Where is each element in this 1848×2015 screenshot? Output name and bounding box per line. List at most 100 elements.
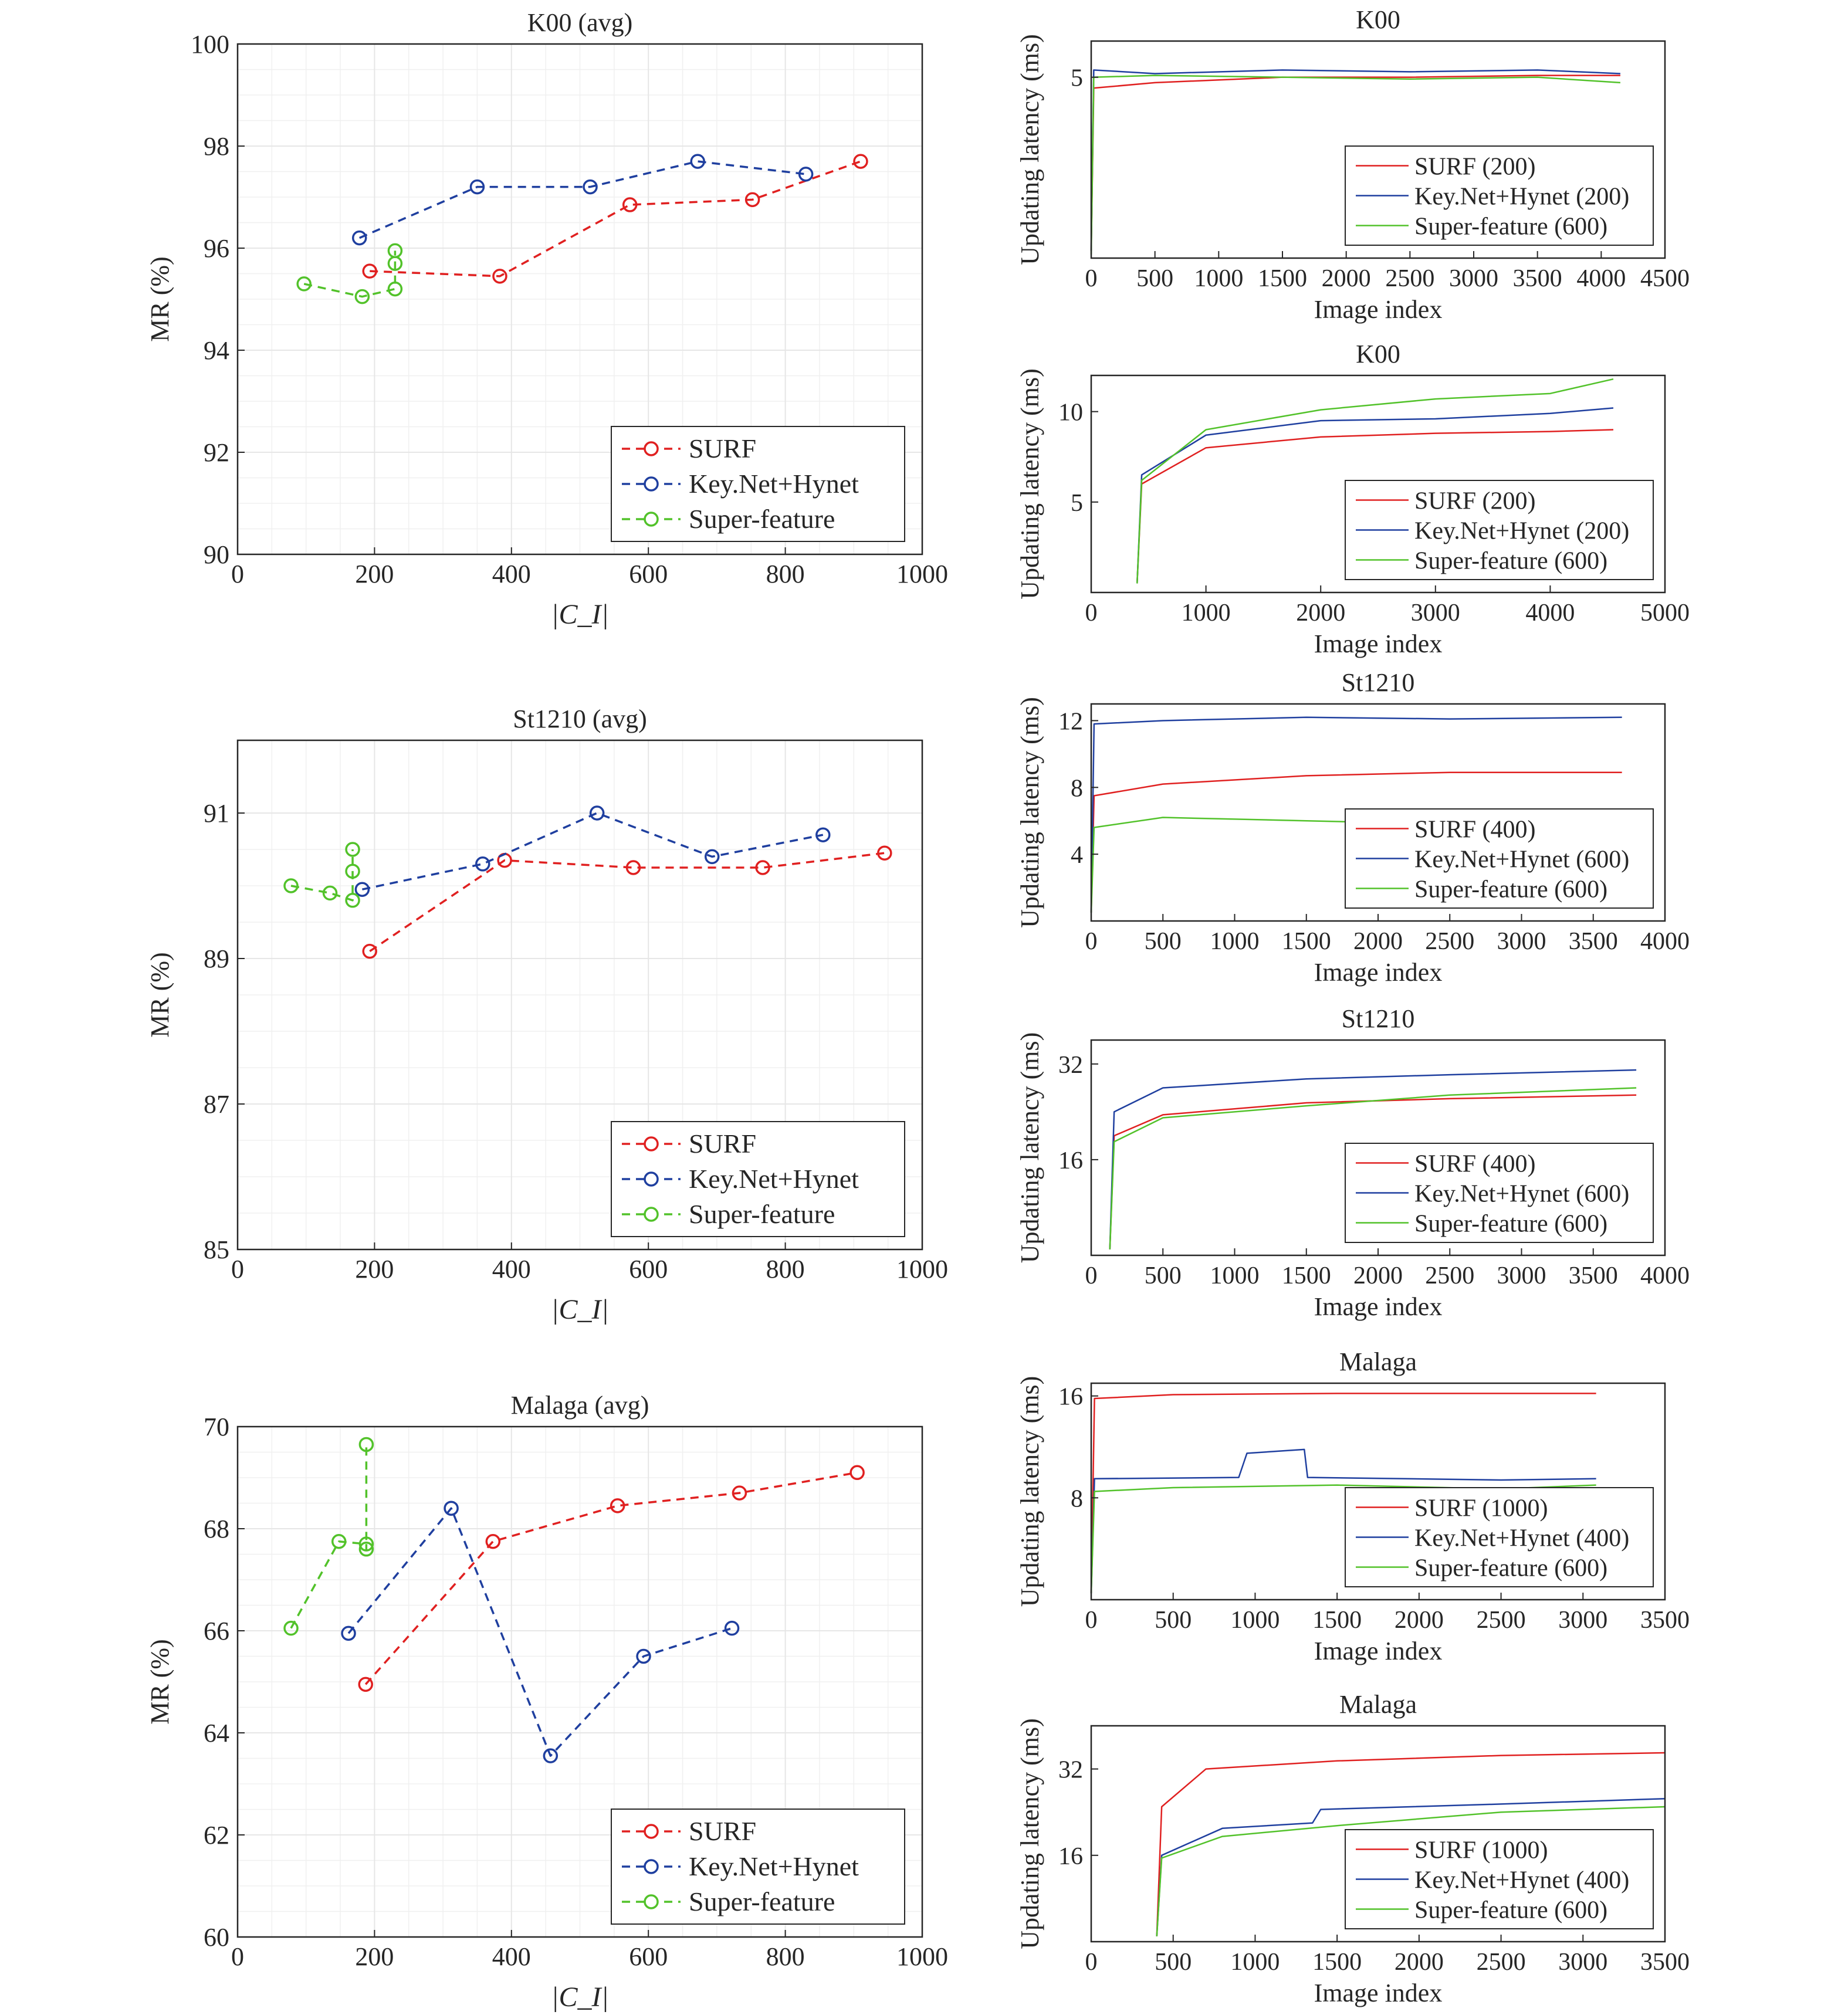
axes-box xyxy=(1090,1382,1666,1601)
data-point xyxy=(704,849,720,865)
x-tick-label: 600 xyxy=(629,1942,668,1971)
x-tick-label: 5000 xyxy=(1640,600,1690,626)
data-point xyxy=(322,885,338,901)
series-super-feature-600- xyxy=(1136,378,1614,584)
data-point xyxy=(469,179,485,195)
data-point xyxy=(358,1542,374,1557)
legend-item: Key.Net+Hynet (400) xyxy=(1356,1867,1629,1894)
data-point xyxy=(583,179,598,195)
data-point xyxy=(815,827,831,842)
x-tick-label: 4000 xyxy=(1640,928,1690,955)
x-tick-label: 200 xyxy=(355,560,394,588)
data-point xyxy=(732,1485,747,1501)
legend-box xyxy=(1345,808,1654,909)
data-point xyxy=(636,1648,651,1664)
chart-title: St1210 (avg) xyxy=(513,705,647,733)
x-tick-label: 1000 xyxy=(896,560,948,588)
legend-label: SURF (400) xyxy=(1414,817,1536,844)
x-tick-label: 1000 xyxy=(1210,928,1260,955)
y-axis-label: MR (%) xyxy=(145,952,174,1037)
x-tick-label: 1500 xyxy=(1312,1949,1362,1976)
data-point xyxy=(358,1677,373,1692)
series-line xyxy=(1090,1448,1596,1594)
legend-label: Key.Net+Hynet (200) xyxy=(1414,184,1629,211)
y-tick-label: 100 xyxy=(191,30,229,59)
legend-label: SURF xyxy=(689,1816,756,1846)
x-tick-label: 2500 xyxy=(1477,1607,1526,1634)
chart-mr-malaga: 0 200 400 600 800 1000 60 62 64 66 68 70 Malaga (avg… xyxy=(145,1391,948,2013)
x-tick-label: 0 xyxy=(231,1255,244,1283)
legend-marker xyxy=(644,476,659,492)
x-tick-label: 3000 xyxy=(1411,600,1460,626)
x-tick-label: 4000 xyxy=(1640,1262,1690,1289)
legend-label: Super-feature (600) xyxy=(1414,1211,1607,1238)
x-tick-label: 3000 xyxy=(1497,1262,1546,1289)
axes-box xyxy=(236,739,923,1251)
x-tick-label: 500 xyxy=(1145,1262,1182,1289)
y-axis-label: Updating latency (ms) xyxy=(1016,34,1044,265)
y-axis-label: Updating latency (ms) xyxy=(1016,368,1044,599)
x-tick-label: 0 xyxy=(231,1942,244,1971)
chart-title: St1210 xyxy=(1342,668,1415,697)
x-tick-label: 1000 xyxy=(896,1942,948,1971)
data-point xyxy=(358,1437,374,1452)
axes-box xyxy=(1090,374,1666,594)
x-tick-label: 800 xyxy=(766,1255,805,1283)
legend-item: Key.Net+Hynet (600) xyxy=(1356,1181,1629,1208)
data-point xyxy=(492,269,507,284)
chart-lat-malaga-b: 0 500 1000 1500 2000 2500 3000 3500 16 32 Malaga Up… xyxy=(1016,1690,1690,2007)
x-tick-label: 2000 xyxy=(1322,265,1371,292)
x-tick-label: 2000 xyxy=(1296,600,1345,626)
series-line xyxy=(1156,1797,1666,1936)
legend-label: SURF (400) xyxy=(1414,1151,1536,1178)
data-point xyxy=(354,882,370,897)
x-tick-label: 3500 xyxy=(1569,1262,1618,1289)
legend: SURF Key.Net+Hynet Super-feature xyxy=(611,1809,905,1925)
data-point xyxy=(362,943,377,959)
y-tick-label: 4 xyxy=(1071,842,1083,869)
data-point xyxy=(724,1620,740,1636)
legend-item: Key.Net+Hynet (200) xyxy=(1356,518,1629,545)
data-point xyxy=(798,167,814,182)
data-point xyxy=(345,893,360,908)
series-line xyxy=(362,812,824,890)
y-tick-label: 12 xyxy=(1058,708,1083,735)
legend-item: SURF (200) xyxy=(1356,488,1536,515)
data-point xyxy=(755,860,770,875)
series-super-feature xyxy=(283,1437,374,1636)
legend-label: Key.Net+Hynet (600) xyxy=(1414,1181,1629,1208)
data-point xyxy=(690,154,705,169)
x-tick-label: 200 xyxy=(355,1255,394,1283)
legend-marker xyxy=(644,1171,659,1187)
data-point xyxy=(744,192,760,208)
legend-marker xyxy=(644,1207,659,1222)
series-line xyxy=(1136,378,1614,584)
chart-title: K00 (avg) xyxy=(527,8,633,37)
x-tick-label: 2000 xyxy=(1395,1949,1444,1976)
legend-item: SURF (200) xyxy=(1356,154,1536,181)
data-point xyxy=(351,230,367,246)
axes-box xyxy=(236,1425,923,1938)
series-super-feature xyxy=(283,842,360,908)
x-tick-label: 500 xyxy=(1145,928,1182,955)
y-tick-label: 92 xyxy=(204,438,229,467)
y-tick-label: 16 xyxy=(1058,1384,1083,1411)
legend-item: SURF xyxy=(622,1129,756,1159)
x-tick-label: 0 xyxy=(1085,1262,1098,1289)
legend-label: Super-feature (600) xyxy=(1414,548,1607,575)
y-axis-label: Updating latency (ms) xyxy=(1016,1376,1044,1607)
series-line xyxy=(1156,1752,1666,1936)
x-tick-label: 500 xyxy=(1136,265,1173,292)
x-tick-label: 1500 xyxy=(1258,265,1307,292)
x-tick-label: 400 xyxy=(492,1942,531,1971)
data-point xyxy=(345,863,360,879)
series-line xyxy=(1090,716,1622,913)
legend-label: SURF (200) xyxy=(1414,154,1536,181)
legend-label: Super-feature (600) xyxy=(1414,1897,1607,1924)
legend-box xyxy=(611,1121,905,1237)
x-tick-label: 0 xyxy=(1085,1949,1098,1976)
legend-marker xyxy=(644,1894,659,1909)
axes-box xyxy=(1090,40,1666,259)
x-tick-label: 1000 xyxy=(1230,1949,1280,1976)
data-point xyxy=(543,1748,559,1763)
